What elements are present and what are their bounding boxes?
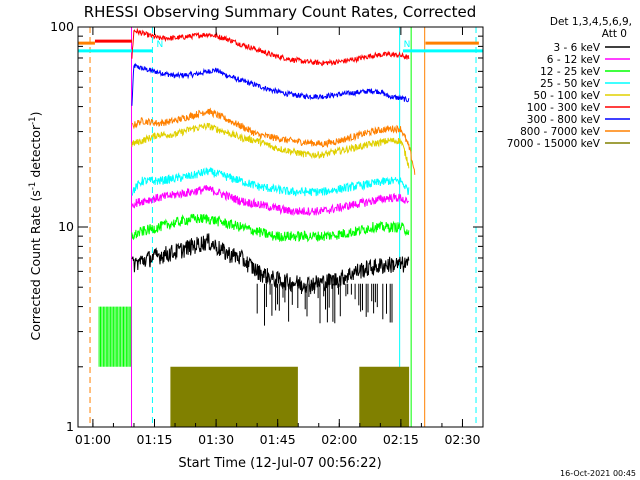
- series-line-12-25kev: [131, 213, 410, 243]
- legend-header-line1: Det 1,3,4,5,6,9,: [550, 16, 632, 28]
- series-line-25-50kev: [131, 167, 410, 197]
- legend-label: 7000 - 15000 keV: [507, 138, 601, 150]
- legend-label: 300 - 800 keV: [527, 114, 601, 126]
- x-tick-label: 02:00: [321, 432, 357, 447]
- x-tick-label: 01:45: [260, 432, 296, 447]
- chart-title: RHESSI Observing Summary Count Rates, Co…: [84, 3, 477, 21]
- marker-label: N: [404, 40, 411, 50]
- y-tick-label: 10: [58, 219, 74, 234]
- legend-label: 25 - 50 keV: [540, 78, 601, 90]
- series-line-100-300kev: [131, 27, 410, 67]
- y-axis-label: Corrected Count Rate (s-1 detector-1): [28, 112, 43, 341]
- legend-label: 800 - 7000 keV: [520, 126, 601, 138]
- series-line-12-25-kev-early: [98, 306, 132, 367]
- series-line-7000-15000-kev: [170, 366, 298, 427]
- x-tick-label: 02:15: [383, 432, 419, 447]
- legend-label: 3 - 6 keV: [553, 42, 600, 54]
- x-tick-label: 02:30: [444, 432, 480, 447]
- x-axis-label: Start Time (12-Jul-07 00:56:22): [178, 456, 381, 471]
- series-line-300-800kev: [131, 62, 410, 106]
- marker-label: N: [156, 40, 163, 50]
- legend-label: 12 - 25 keV: [540, 66, 601, 78]
- x-tick-label: 01:15: [136, 432, 172, 447]
- footer-timestamp: 16-Oct-2021 00:45: [560, 469, 636, 478]
- series-line-800-7000kev: [131, 107, 416, 175]
- x-tick-label: 01:00: [75, 432, 111, 447]
- y-tick-label: 1: [66, 419, 74, 434]
- series-line-7000-15000-kev: [359, 366, 410, 427]
- series-line-3-6-kev-dips: [256, 283, 393, 326]
- legend-header-line2: Att 0: [602, 28, 627, 40]
- series-line-50-100kev: [131, 122, 410, 169]
- legend-label: 50 - 100 keV: [533, 90, 600, 102]
- x-tick-label: 01:30: [198, 432, 234, 447]
- legend-label: 6 - 12 keV: [547, 54, 601, 66]
- series-line-3-6kev: [131, 233, 410, 293]
- axes: 01:00 01:15 01:30 01:45 02:00 02:15 02:30 1 10 10…: [50, 19, 484, 447]
- y-tick-label: 100: [50, 19, 74, 34]
- series-line-6-12kev: [131, 185, 409, 217]
- legend-label: 100 - 300 keV: [527, 102, 601, 114]
